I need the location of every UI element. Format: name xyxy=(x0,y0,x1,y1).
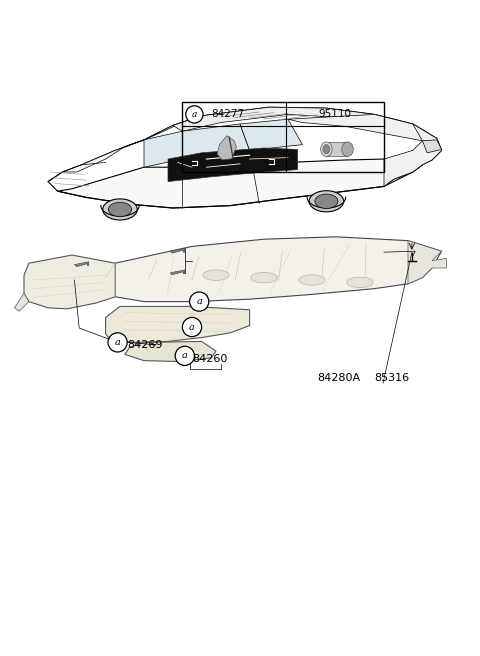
Text: 85316: 85316 xyxy=(374,373,409,383)
Text: a: a xyxy=(115,338,120,347)
Ellipse shape xyxy=(203,270,229,281)
Ellipse shape xyxy=(309,191,344,212)
Polygon shape xyxy=(58,159,422,208)
Text: a: a xyxy=(196,297,202,306)
Circle shape xyxy=(182,318,202,337)
Polygon shape xyxy=(168,148,298,182)
Circle shape xyxy=(186,106,203,123)
Polygon shape xyxy=(422,140,442,153)
Polygon shape xyxy=(74,262,89,266)
Ellipse shape xyxy=(342,142,353,156)
Polygon shape xyxy=(217,136,236,160)
Ellipse shape xyxy=(323,144,330,154)
Ellipse shape xyxy=(299,275,325,285)
Text: a: a xyxy=(192,110,197,119)
Ellipse shape xyxy=(103,199,137,220)
Circle shape xyxy=(108,333,127,352)
Text: 84260: 84260 xyxy=(192,354,228,364)
Polygon shape xyxy=(125,341,216,361)
Ellipse shape xyxy=(108,202,132,216)
Text: 84277: 84277 xyxy=(211,110,244,119)
Text: 95110: 95110 xyxy=(318,110,351,119)
Ellipse shape xyxy=(347,277,373,288)
Polygon shape xyxy=(62,140,144,172)
Text: 84280A: 84280A xyxy=(317,373,360,383)
Polygon shape xyxy=(106,306,250,342)
Ellipse shape xyxy=(321,142,332,156)
Polygon shape xyxy=(384,124,442,186)
Polygon shape xyxy=(326,142,348,156)
Polygon shape xyxy=(144,116,202,140)
Ellipse shape xyxy=(251,272,277,283)
Polygon shape xyxy=(408,241,446,284)
Text: a: a xyxy=(189,323,195,331)
Polygon shape xyxy=(14,293,29,311)
Polygon shape xyxy=(173,107,413,131)
Text: 84269: 84269 xyxy=(127,340,163,350)
Polygon shape xyxy=(240,119,302,150)
Ellipse shape xyxy=(315,194,338,209)
Polygon shape xyxy=(96,237,442,302)
Polygon shape xyxy=(288,114,437,141)
Text: a: a xyxy=(182,352,188,360)
Polygon shape xyxy=(170,249,185,253)
Bar xyxy=(182,102,384,172)
Polygon shape xyxy=(182,124,250,159)
Polygon shape xyxy=(170,270,185,275)
Polygon shape xyxy=(144,131,182,167)
Polygon shape xyxy=(24,255,115,309)
Circle shape xyxy=(190,292,209,311)
Circle shape xyxy=(175,346,194,365)
